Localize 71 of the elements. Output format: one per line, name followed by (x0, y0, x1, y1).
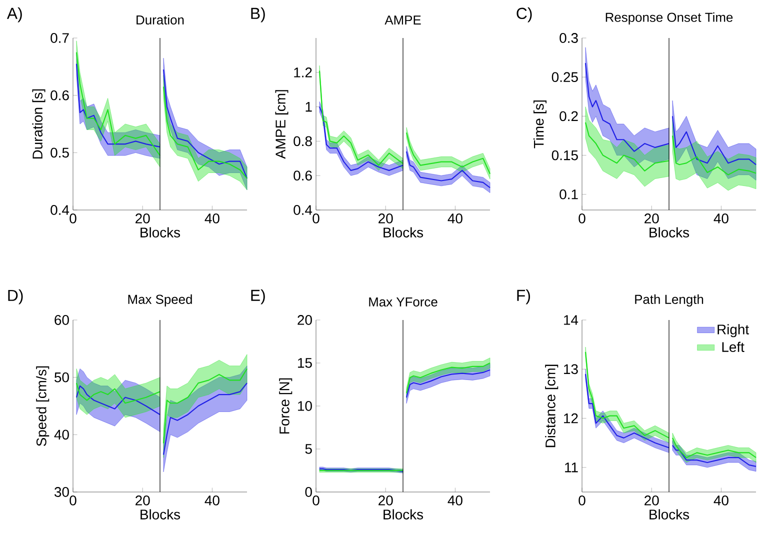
x-tick-label: 20 (136, 496, 150, 506)
chart-title: Path Length (635, 294, 704, 306)
y-tick-label: 0.6 (294, 170, 312, 181)
y-tick-label: 50 (54, 372, 69, 382)
x-tick-label: 0 (70, 214, 76, 224)
x-axis-title: Blocks (140, 227, 180, 238)
y-tick-label: 15 (298, 358, 312, 368)
text: A) (6, 7, 22, 22)
x-axis-title: Blocks (650, 227, 690, 238)
y-tick-label: 0.4 (50, 205, 70, 215)
y-tick-label: 14 (564, 315, 578, 325)
y-axis-title: Duration [s] (32, 89, 46, 159)
x-tick-label: 0 (70, 496, 76, 506)
y-tick-label: 20 (298, 315, 312, 325)
x-tick-label: 20 (136, 214, 150, 224)
legend-label: Right (718, 324, 749, 338)
x-tick-label: 40 (714, 496, 728, 506)
y-tick-label: 13 (564, 364, 578, 374)
y-tick-label: 0.2 (560, 111, 578, 122)
x-axis-title: Blocks (384, 509, 424, 520)
y-tick-label: 5 (305, 444, 312, 454)
y-tick-label: 11 (565, 462, 578, 472)
x-axis-title: Blocks (384, 227, 424, 238)
y-tick-label: 0.25 (552, 72, 578, 82)
x-tick-label: 0 (578, 496, 586, 506)
y-tick-label: 0.7 (50, 33, 69, 43)
x-tick-label: 20 (378, 496, 393, 506)
y-tick-label: 10 (298, 401, 312, 411)
chart-title: Max YForce (369, 297, 438, 306)
x-axis-title: Blocks (650, 509, 690, 520)
x-tick-label: 40 (714, 214, 728, 224)
y-axis-title: Time [s] (533, 100, 546, 148)
x-tick-label: 20 (644, 214, 659, 224)
x-tick-label: 0 (578, 214, 586, 224)
y-tick-label: 1.2 (294, 68, 312, 78)
y-tick-label: 1 (306, 102, 312, 112)
y-tick-label: 0.1 (560, 189, 578, 200)
x-tick-label: 40 (204, 214, 220, 224)
text: B) (251, 7, 265, 22)
y-tick-label: 0.15 (552, 150, 578, 160)
y-axis-title: AMPE [cm] (275, 90, 288, 159)
y-axis-title: Distance [cm] (545, 364, 558, 448)
y-tick-label: 0.5 (50, 148, 69, 158)
chart-title: Duration (136, 14, 184, 24)
x-axis-title: Blocks (140, 509, 180, 520)
y-tick-label: 12 (564, 413, 578, 424)
x-tick-label: 0 (312, 496, 320, 506)
x-tick-label: 20 (378, 214, 393, 224)
chart-title: AMPE (384, 16, 421, 24)
x-tick-label: 40 (448, 496, 462, 506)
y-tick-label: 40 (54, 430, 69, 440)
text: D) (8, 289, 23, 304)
chart-title: Response Onset Time (606, 12, 733, 24)
y-tick-label: 0 (305, 487, 312, 497)
chart-title: Max Speed (128, 294, 192, 307)
y-axis-title: Force [N] (279, 378, 292, 434)
y-tick-label: 30 (54, 487, 69, 497)
y-axis-title: Speed [cm/s] (36, 366, 50, 446)
x-tick-label: 20 (644, 496, 659, 506)
y-tick-label: 0.4 (294, 205, 312, 215)
x-tick-label: 40 (204, 496, 220, 506)
x-tick-label: 40 (448, 214, 462, 224)
text: C) (516, 7, 532, 22)
y-tick-label: 0.8 (294, 136, 312, 146)
y-tick-label: 0.3 (560, 33, 578, 43)
y-tick-label: 0.6 (50, 90, 69, 100)
legend-label: Left (722, 342, 744, 352)
x-tick-label: 0 (312, 214, 320, 224)
text: E) (251, 289, 265, 304)
text: F) (517, 289, 530, 304)
y-tick-label: 60 (54, 315, 69, 325)
